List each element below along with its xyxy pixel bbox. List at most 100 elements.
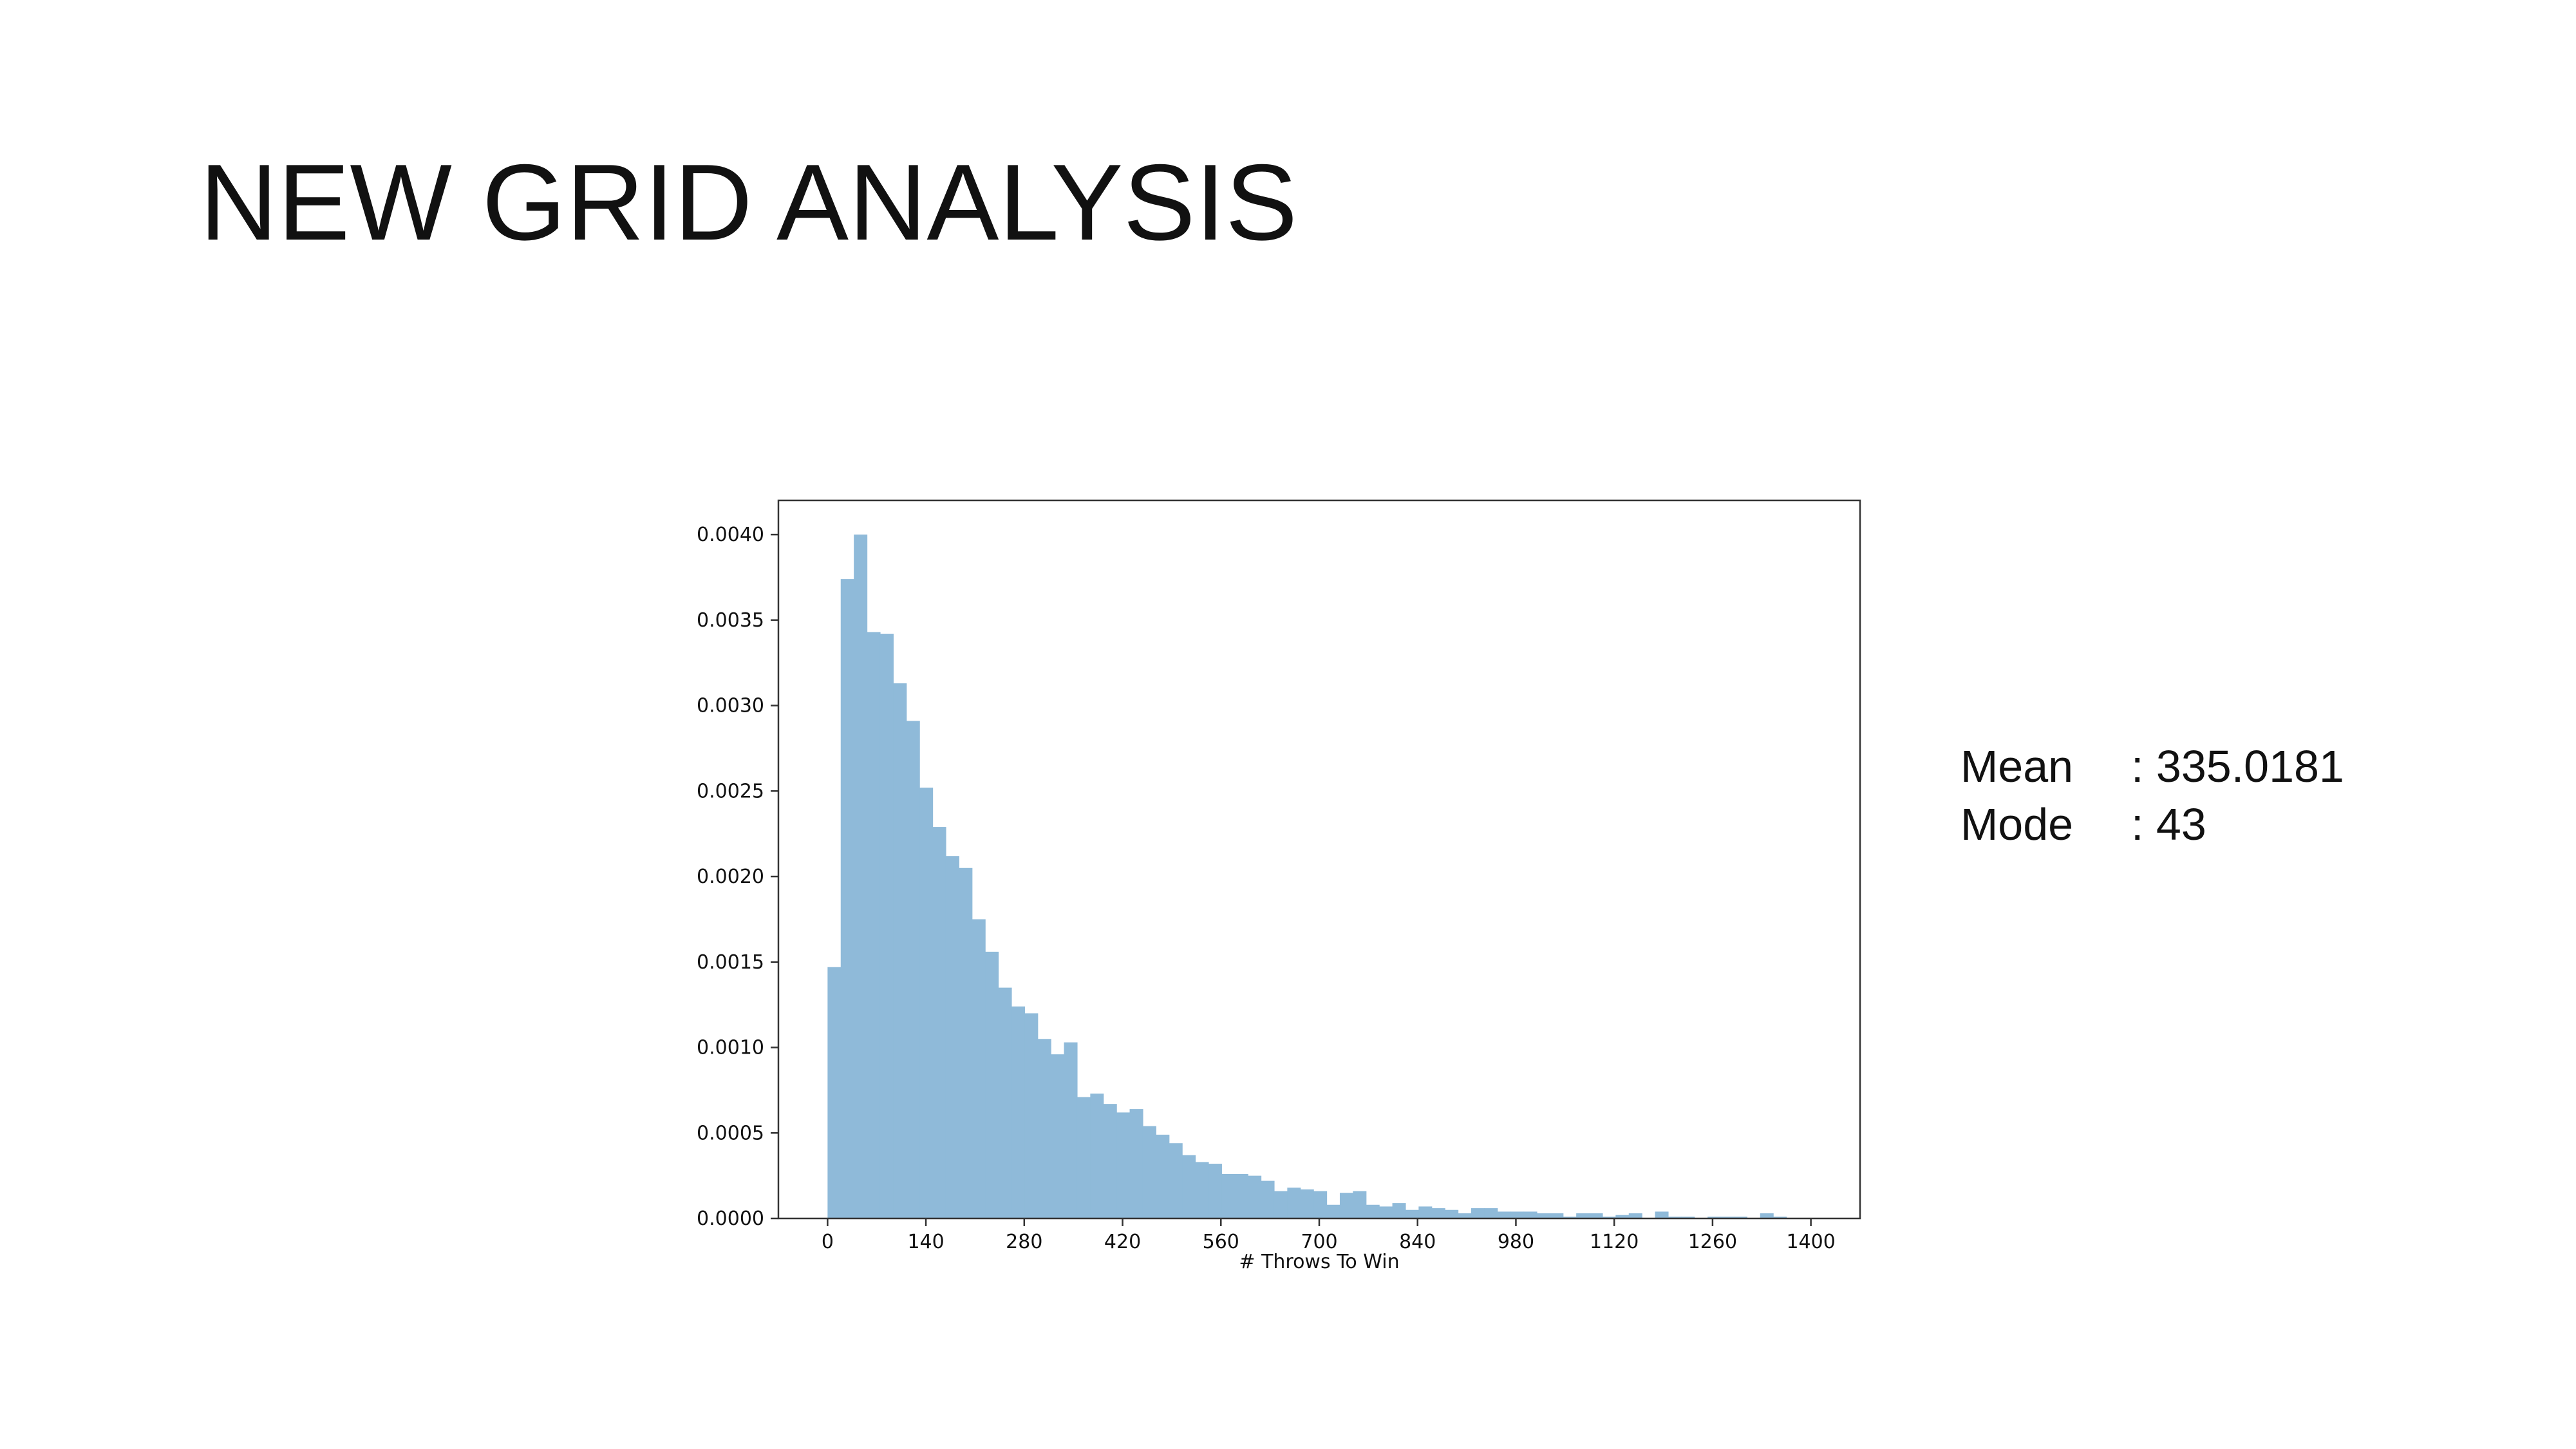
histogram-bar xyxy=(1129,1109,1143,1218)
histogram-bar xyxy=(1116,1112,1131,1218)
histogram-bar xyxy=(854,535,868,1218)
mean-label: Mean xyxy=(1960,741,2074,791)
histogram-bar xyxy=(1707,1217,1722,1218)
y-tick-label: 0.0030 xyxy=(697,695,764,717)
histogram-bar xyxy=(919,788,934,1218)
histogram-bar xyxy=(1274,1191,1288,1218)
x-tick-label: 0 xyxy=(822,1231,834,1253)
histogram-bar xyxy=(1221,1173,1236,1218)
histogram-bar xyxy=(906,721,920,1218)
histogram-bar xyxy=(1405,1209,1419,1218)
y-tick-label: 0.0000 xyxy=(697,1208,764,1230)
y-tick-label: 0.0020 xyxy=(697,866,764,888)
x-tick-label: 420 xyxy=(1104,1231,1141,1253)
histogram-bar xyxy=(1195,1162,1209,1218)
x-tick-label: 140 xyxy=(907,1231,944,1253)
histogram-bar xyxy=(1169,1143,1183,1218)
histogram-bar xyxy=(1011,1006,1025,1218)
histogram-bar xyxy=(1445,1209,1459,1218)
histogram-bar xyxy=(1523,1211,1537,1218)
histogram-bar xyxy=(1550,1213,1564,1218)
histogram-bar xyxy=(932,827,946,1218)
histogram-bar xyxy=(1156,1134,1170,1218)
histogram-bar xyxy=(1615,1215,1630,1218)
histogram-bar xyxy=(1589,1213,1603,1218)
histogram-bar xyxy=(1313,1191,1328,1218)
histogram-bar xyxy=(945,856,959,1218)
histogram-bar xyxy=(1103,1104,1117,1218)
histogram-bar xyxy=(1510,1211,1525,1218)
histogram-bar xyxy=(1300,1189,1314,1218)
histogram-bar xyxy=(827,967,841,1218)
histogram-bar xyxy=(1353,1191,1367,1218)
histogram-bar xyxy=(1655,1211,1669,1218)
histogram-bars xyxy=(827,535,1787,1218)
x-tick-label: 560 xyxy=(1203,1231,1239,1253)
slide-title: NEW GRID ANALYSIS xyxy=(200,142,1298,263)
mode-label: Mode xyxy=(1960,799,2074,849)
histogram-bar xyxy=(1733,1217,1747,1218)
histogram-bar xyxy=(1392,1203,1406,1218)
mode-value: : 43 xyxy=(2131,799,2206,849)
y-tick-label: 0.0040 xyxy=(697,524,764,546)
x-tick-label: 1400 xyxy=(1786,1231,1835,1253)
histogram-bar xyxy=(1379,1206,1393,1218)
histogram-bar xyxy=(1326,1204,1340,1218)
histogram-bar xyxy=(1339,1193,1353,1218)
histogram-bar xyxy=(1563,1217,1577,1218)
histogram-bar xyxy=(1484,1208,1498,1218)
histogram-bar xyxy=(1628,1213,1642,1218)
histogram-bar xyxy=(1064,1042,1078,1218)
histogram-bar xyxy=(867,632,881,1218)
statistics-panel: Mean : 335.0181 Mode : 43 xyxy=(1960,737,2344,853)
histogram-bar xyxy=(840,579,854,1218)
histogram-bar xyxy=(1773,1217,1787,1218)
histogram-bar xyxy=(1208,1164,1222,1218)
histogram-bar xyxy=(1536,1213,1550,1218)
histogram-bar xyxy=(1234,1173,1248,1218)
histogram-bar xyxy=(1090,1094,1104,1218)
histogram-bar xyxy=(1076,1097,1091,1218)
histogram-bar xyxy=(1261,1180,1275,1218)
y-tick-label: 0.0005 xyxy=(697,1122,764,1144)
histogram-bar xyxy=(1760,1213,1774,1218)
histogram-bar xyxy=(1037,1039,1051,1218)
histogram-bar xyxy=(1668,1217,1682,1218)
stat-row-mode: Mode : 43 xyxy=(1960,795,2344,853)
histogram-bar xyxy=(985,951,999,1218)
histogram-bar xyxy=(1248,1175,1262,1218)
histogram-bar xyxy=(1431,1208,1445,1218)
histogram-bar xyxy=(1182,1155,1196,1218)
histogram-bar xyxy=(959,867,973,1218)
histogram-bar xyxy=(1051,1054,1065,1218)
y-tick-label: 0.0035 xyxy=(697,609,764,632)
y-tick-label: 0.0025 xyxy=(697,780,764,802)
x-tick-label: 1120 xyxy=(1590,1231,1639,1253)
mean-value: : 335.0181 xyxy=(2131,741,2344,791)
histogram-bar xyxy=(1497,1211,1511,1218)
y-axis: 0.0000 0.0005 0.0010 0.0015 0.0020 0.0025 0.00… xyxy=(697,524,778,1230)
histogram-bar xyxy=(1024,1013,1039,1218)
histogram-bar xyxy=(1576,1213,1590,1218)
histogram-bar xyxy=(1142,1126,1156,1218)
histogram-bar xyxy=(1602,1217,1616,1218)
x-tick-label: 980 xyxy=(1498,1231,1534,1253)
histogram-bar xyxy=(1366,1204,1380,1218)
histogram-bar xyxy=(972,919,986,1218)
histogram-bar xyxy=(1720,1217,1735,1218)
histogram-bar xyxy=(1471,1208,1485,1218)
plot-frame xyxy=(777,499,1861,1220)
x-tick-label: 840 xyxy=(1399,1231,1436,1253)
x-axis: 0 140 280 420 560 700 840 980 1120 1260 1400 xyxy=(822,1218,1836,1253)
stat-row-mean: Mean : 335.0181 xyxy=(1960,737,2344,795)
histogram-bar xyxy=(1681,1217,1695,1218)
histogram-bar xyxy=(893,683,907,1218)
x-tick-label: 280 xyxy=(1006,1231,1042,1253)
y-tick-label: 0.0010 xyxy=(697,1037,764,1059)
histogram-bar xyxy=(1418,1206,1433,1218)
histogram-bar xyxy=(879,634,894,1218)
histogram-bar xyxy=(998,987,1012,1218)
histogram-bar xyxy=(1287,1188,1301,1218)
x-axis-label: # Throws To Win xyxy=(1239,1251,1399,1273)
